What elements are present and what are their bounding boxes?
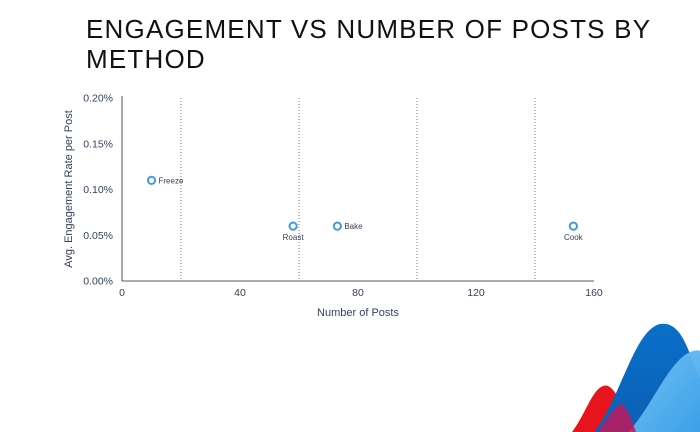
data-point-bake	[332, 221, 342, 231]
data-point-cook	[568, 221, 578, 231]
data-label-cook: Cook	[564, 233, 584, 242]
x-tick-label: 0	[119, 287, 125, 299]
grid-lines	[180, 98, 536, 281]
data-point-freeze	[146, 175, 157, 185]
data-point-roast	[288, 221, 298, 231]
x-axis-label: Number of Posts	[317, 307, 399, 319]
y-tick-label: 0.00%	[83, 276, 113, 288]
y-tick-label: 0.05%	[83, 230, 113, 242]
y-axis-label: Avg. Engagement Rate per Post	[63, 110, 75, 268]
data-points: Freeze Roast Bake Cook	[146, 175, 584, 242]
x-tick-label: 40	[234, 287, 246, 299]
tick-labels: 0 40 80 120 160 0.00% 0.05% 0.10% 0.15% 0.20%	[83, 93, 603, 300]
chart-title: ENGAGEMENT VS NUMBER OF POSTS BY METHOD	[86, 14, 651, 74]
x-tick-label: 160	[585, 287, 603, 299]
axes	[121, 96, 594, 282]
y-tick-label: 0.20%	[83, 93, 113, 105]
data-label-freeze: Freeze	[159, 176, 184, 185]
x-tick-label: 80	[352, 287, 364, 299]
data-label-bake: Bake	[344, 222, 363, 231]
y-tick-label: 0.10%	[83, 184, 113, 196]
x-tick-label: 120	[467, 287, 485, 299]
data-label-roast: Roast	[283, 233, 305, 242]
y-tick-label: 0.15%	[83, 138, 113, 150]
